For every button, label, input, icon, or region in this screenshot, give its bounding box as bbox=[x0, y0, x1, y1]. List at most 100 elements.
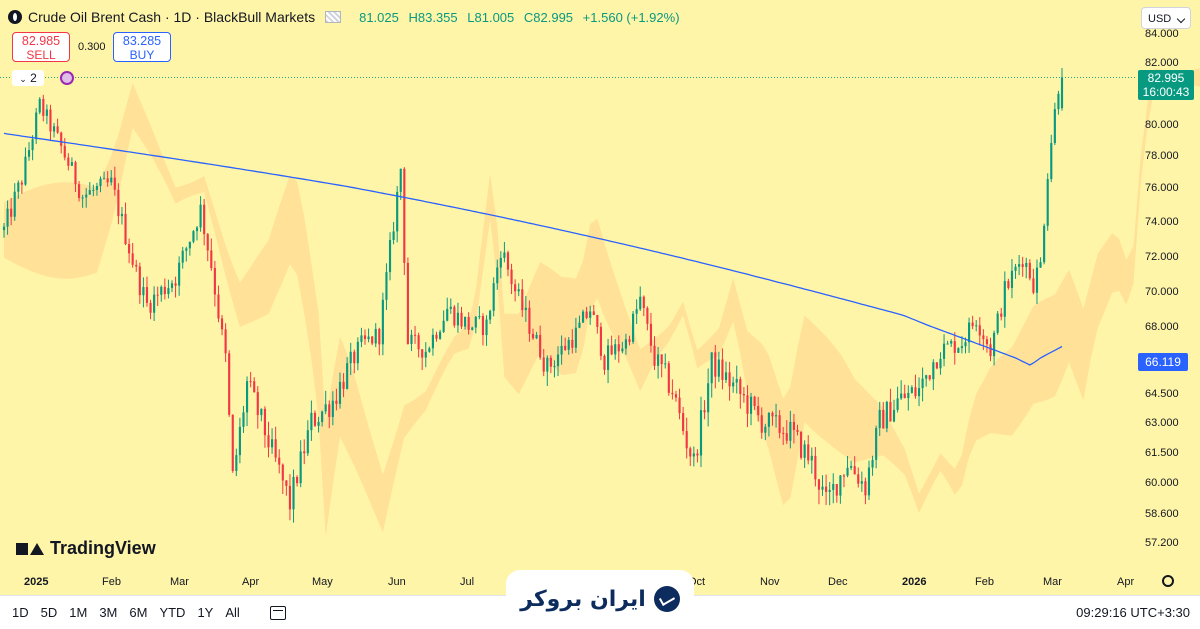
candle-body bbox=[288, 485, 292, 510]
ohlc-values: 81.025 H83.355 L81.005 C82.995 +1.560 (+… bbox=[359, 10, 679, 25]
candle-body bbox=[356, 341, 359, 364]
y-tick-label: 58.600 bbox=[1145, 508, 1179, 520]
candle-body bbox=[946, 343, 949, 345]
candle-body bbox=[842, 475, 846, 477]
candle-body bbox=[728, 372, 731, 387]
range-all[interactable]: All bbox=[225, 605, 240, 620]
candle-body bbox=[649, 323, 653, 346]
candle-body bbox=[785, 433, 788, 441]
candle-body bbox=[707, 383, 710, 413]
candle-body bbox=[299, 451, 302, 484]
candle-body bbox=[188, 241, 191, 249]
candle-body bbox=[971, 322, 974, 327]
change-value: +1.560 (+1.92%) bbox=[582, 9, 680, 25]
tradingview-logo[interactable]: TradingView bbox=[16, 538, 156, 559]
candle-body bbox=[917, 388, 921, 397]
candle-body bbox=[657, 354, 660, 366]
sell-button[interactable]: 82.985 SELL bbox=[12, 32, 70, 62]
candle-body bbox=[131, 253, 134, 265]
candle-body bbox=[10, 208, 13, 217]
candle-body bbox=[306, 430, 309, 454]
candle-body bbox=[42, 98, 45, 116]
range-1m[interactable]: 1M bbox=[69, 605, 88, 620]
candle-body bbox=[606, 345, 610, 370]
candle-body bbox=[63, 145, 66, 158]
candle-body bbox=[689, 448, 692, 457]
indicators-toggle[interactable]: ⌄ 2 bbox=[12, 70, 44, 86]
candle-body bbox=[642, 296, 645, 308]
candle-body bbox=[800, 432, 803, 458]
candle-body bbox=[413, 334, 417, 336]
range-ytd[interactable]: YTD bbox=[159, 605, 186, 620]
candle-body bbox=[167, 288, 170, 295]
candle-body bbox=[835, 484, 838, 496]
range-3m[interactable]: 3M bbox=[99, 605, 118, 620]
sync-icon[interactable] bbox=[60, 71, 74, 85]
clock-readout[interactable]: 09:29:16 UTC+3:30 bbox=[1076, 605, 1190, 620]
candle-body bbox=[460, 312, 463, 327]
candle-body bbox=[260, 408, 263, 416]
last-price-label: 82.995 16:00:43 bbox=[1138, 70, 1194, 100]
candle-body bbox=[1028, 262, 1031, 279]
candle-body bbox=[153, 294, 156, 313]
candle-body bbox=[92, 189, 95, 191]
candle-body bbox=[185, 248, 188, 251]
candle-body bbox=[85, 194, 88, 198]
indicators-count: 2 bbox=[30, 71, 37, 85]
x-tick-label: Feb bbox=[102, 576, 121, 588]
candle-body bbox=[428, 348, 431, 352]
currency-select[interactable]: USD bbox=[1141, 7, 1191, 29]
candle-body bbox=[539, 334, 542, 358]
candle-body bbox=[646, 307, 649, 324]
x-tick-label: Jun bbox=[388, 576, 406, 588]
candle-body bbox=[35, 112, 38, 140]
candle-body bbox=[710, 352, 713, 384]
y-tick-label: 60.000 bbox=[1145, 477, 1179, 489]
candle-body bbox=[421, 349, 424, 358]
y-tick-label: 84.000 bbox=[1145, 28, 1179, 40]
candle-body bbox=[885, 401, 888, 429]
x-tick-label: Dec bbox=[828, 576, 848, 588]
candle-body bbox=[556, 354, 560, 367]
calendar-icon[interactable] bbox=[269, 605, 286, 620]
candle-body bbox=[732, 382, 735, 387]
buy-button[interactable]: 83.285 BUY bbox=[113, 32, 171, 62]
candle-body bbox=[174, 283, 177, 286]
candle-body bbox=[1000, 313, 1003, 317]
candle-body bbox=[578, 322, 581, 328]
tradingview-wordmark: TradingView bbox=[50, 538, 156, 558]
candle-body bbox=[1057, 93, 1060, 110]
candle-body bbox=[782, 432, 785, 434]
candle-body bbox=[399, 168, 402, 192]
gear-icon[interactable] bbox=[1162, 575, 1174, 587]
candle-body bbox=[714, 352, 717, 377]
x-tick-label: 2026 bbox=[902, 576, 926, 588]
candle-body bbox=[278, 457, 281, 465]
candle-body bbox=[717, 359, 720, 377]
candle-body bbox=[217, 294, 220, 319]
symbol-title[interactable]: Crude Oil Brent Cash · 1D · BlackBull Ma… bbox=[0, 9, 346, 25]
y-tick-label: 76.000 bbox=[1145, 182, 1179, 194]
range-6m[interactable]: 6M bbox=[129, 605, 148, 620]
buy-price: 83.285 bbox=[122, 34, 162, 48]
candle-body bbox=[210, 250, 213, 269]
range-1y[interactable]: 1Y bbox=[197, 605, 214, 620]
candle-body bbox=[492, 283, 495, 311]
candle-body bbox=[1046, 179, 1049, 226]
candle-body bbox=[975, 325, 978, 327]
candle-body bbox=[993, 332, 996, 357]
range-1d[interactable]: 1D bbox=[12, 605, 29, 620]
candle-body bbox=[374, 328, 377, 344]
candle-body bbox=[599, 326, 602, 356]
candle-body bbox=[667, 363, 670, 393]
chart-canvas[interactable]: 84.000 82.000 80.000 78.000 76.000 74.000 72.0… bbox=[0, 0, 1200, 595]
range-5d[interactable]: 5D bbox=[40, 605, 58, 620]
candle-body bbox=[839, 475, 842, 496]
chevron-down-icon: ⌄ bbox=[19, 74, 27, 84]
candle-body bbox=[664, 363, 667, 365]
candle-body bbox=[696, 453, 699, 456]
candle-body bbox=[274, 439, 277, 458]
legend-header: Crude Oil Brent Cash · 1D · BlackBull Ma… bbox=[0, 0, 680, 34]
candle-body bbox=[528, 307, 531, 334]
candle-body bbox=[882, 409, 885, 429]
